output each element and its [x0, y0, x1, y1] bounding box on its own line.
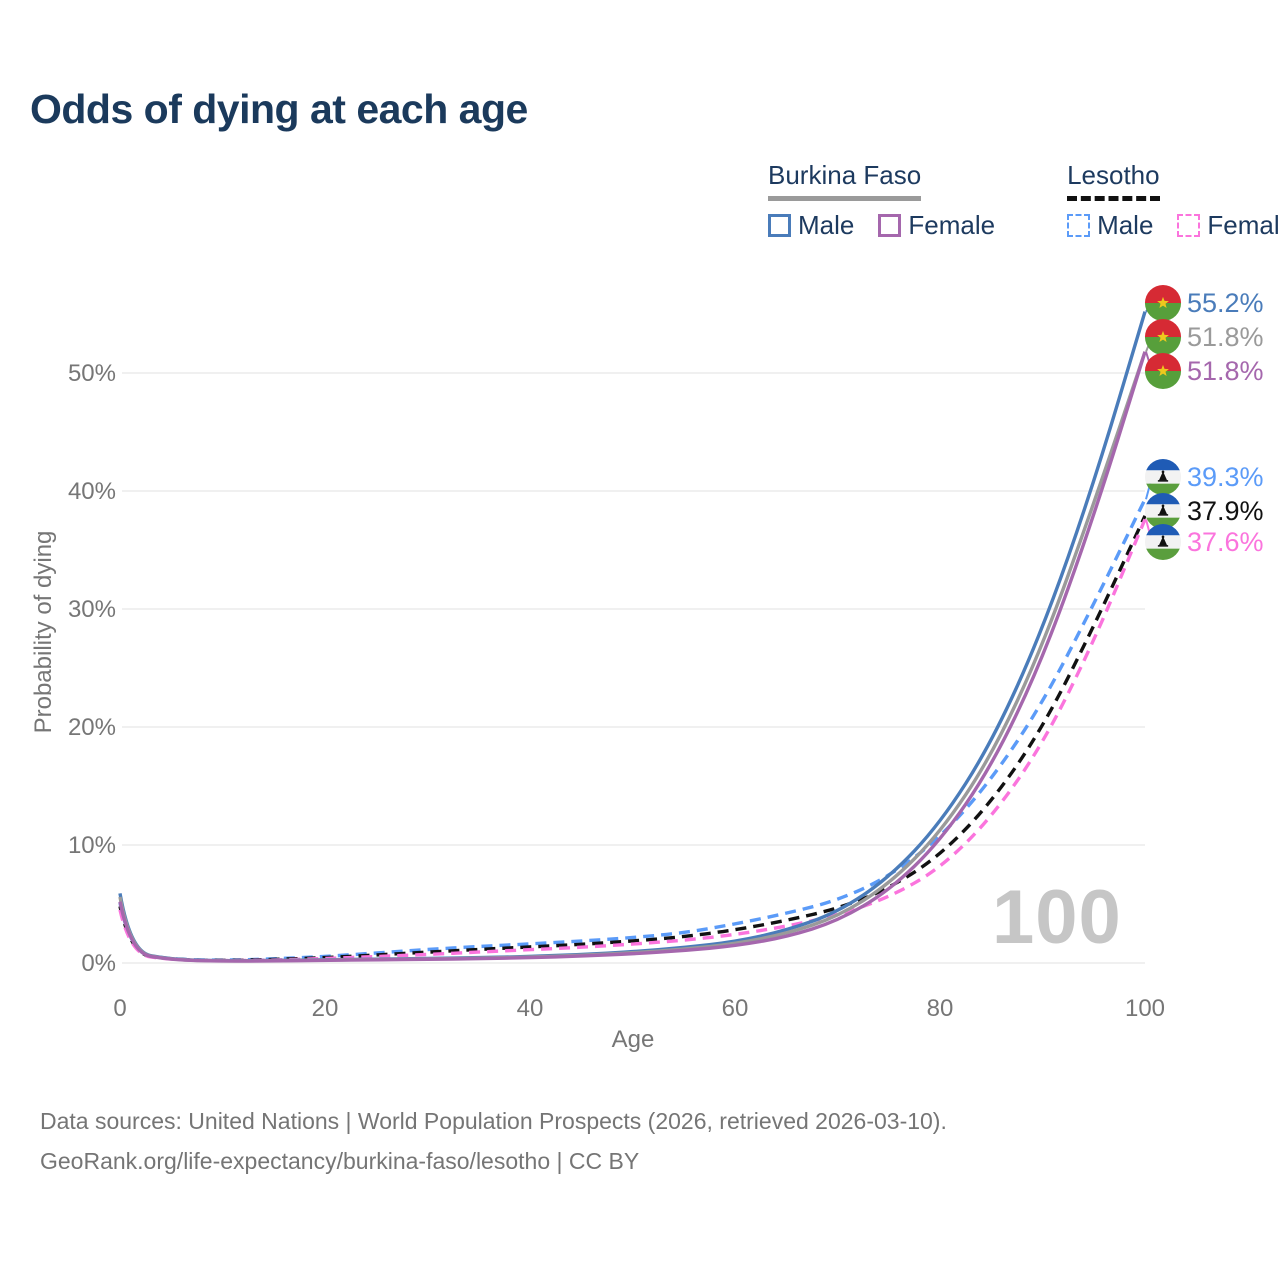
legend-country-burkina-faso[interactable]: Burkina Faso [768, 160, 922, 201]
legend-item-lesotho-female[interactable]: Female [1177, 210, 1280, 241]
end-label-lesotho-female: 37.6% [1144, 523, 1264, 561]
x-axis-title: Age [611, 1026, 655, 1053]
end-label-value: 37.9% [1187, 495, 1264, 526]
x-tick-label: 40 [517, 995, 544, 1022]
series-line-bf-both[interactable] [118, 351, 1147, 963]
burkina-faso-flag-icon [1144, 352, 1182, 390]
dashed-line-swatch-icon [1177, 214, 1201, 237]
y-tick-label: 40% [68, 478, 116, 505]
burkina-faso-flag-icon [1144, 318, 1182, 356]
x-tick-label: 100 [1125, 995, 1165, 1022]
end-label-burkina-faso-female: 51.8% [1144, 352, 1264, 390]
legend-item-label: Male [1097, 210, 1154, 240]
solid-line-swatch-icon [878, 214, 902, 237]
legend-item-burkina-faso-male[interactable]: Male [768, 210, 854, 241]
series-line-bf-male[interactable] [118, 311, 1147, 963]
data-sources-line: Data sources: United Nations | World Pop… [40, 1108, 947, 1134]
page-title: Odds of dying at each age [30, 86, 528, 132]
end-label-value: 51.8% [1187, 321, 1264, 352]
dashed-line-swatch-icon [1067, 214, 1091, 237]
end-label-value: 51.8% [1187, 355, 1264, 386]
legend-item-label: Female [908, 210, 996, 240]
legend-item-label: Male [798, 210, 855, 240]
lesotho-flag-icon [1144, 458, 1182, 496]
age-watermark: 100 [992, 875, 1122, 960]
x-tick-label: 0 [113, 995, 126, 1022]
end-label-burkina-faso-male: 55.2% [1144, 284, 1264, 322]
y-axis-title: Probability of dying [30, 530, 57, 734]
end-label-burkina-faso-both: 51.8% [1144, 318, 1264, 356]
burkina-faso-flag-icon [1144, 284, 1182, 322]
legend-item-burkina-faso-female[interactable]: Female [878, 210, 995, 241]
end-label-lesotho-both: 37.9% [1144, 492, 1264, 530]
legend-country-lesotho[interactable]: Lesotho [1067, 160, 1160, 201]
end-label-value: 39.3% [1187, 461, 1264, 492]
end-label-value: 37.6% [1187, 526, 1264, 557]
y-tick-label: 0% [81, 950, 116, 977]
legend: Burkina Faso Male Female Lesotho Male Fe… [768, 160, 1280, 241]
y-tick-label: 20% [68, 714, 116, 741]
end-label-lesotho-male: 39.3% [1144, 458, 1264, 496]
x-tick-label: 80 [927, 995, 954, 1022]
x-tick-label: 60 [722, 995, 749, 1022]
legend-item-lesotho-male[interactable]: Male [1067, 210, 1153, 241]
lesotho-flag-icon [1144, 523, 1182, 561]
end-label-value: 55.2% [1187, 287, 1264, 318]
lesotho-flag-icon [1144, 492, 1182, 530]
series-line-ls-both[interactable] [118, 515, 1147, 963]
y-tick-label: 50% [68, 360, 116, 387]
legend-item-label: Female [1207, 210, 1280, 240]
legend-group-lesotho: Lesotho Male Female [1067, 160, 1280, 241]
attribution-line[interactable]: GeoRank.org/life-expectancy/burkina-faso… [40, 1148, 640, 1174]
solid-line-swatch-icon [768, 214, 791, 237]
y-tick-label: 30% [68, 596, 116, 623]
x-tick-label: 20 [312, 995, 339, 1022]
y-tick-label: 10% [68, 832, 116, 859]
legend-group-burkina-faso: Burkina Faso Male Female [768, 160, 995, 241]
series-line-bf-female[interactable] [118, 351, 1147, 963]
